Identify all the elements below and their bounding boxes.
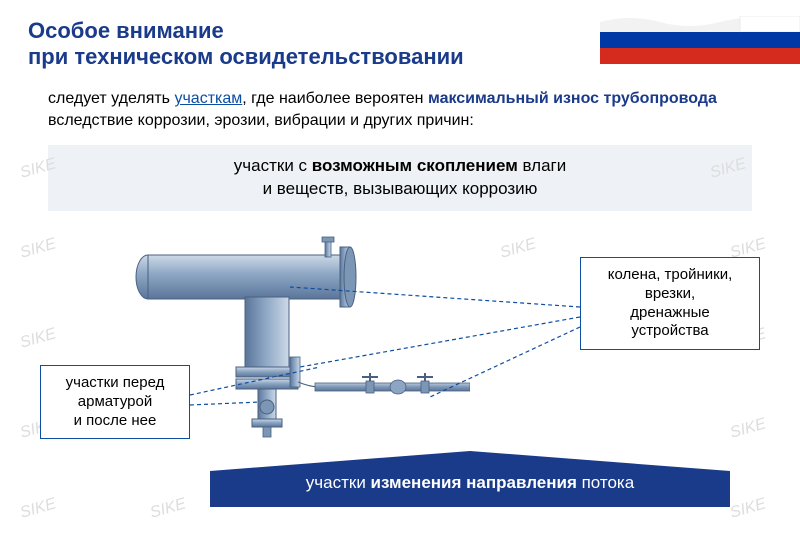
intro-suffix: вследствие коррозии, эрозии, вибрации и … (48, 112, 474, 129)
banner-top-bold: возможным скоплением (312, 156, 518, 175)
callout-right-line1: колена, тройники, (608, 266, 733, 283)
callout-right: колена, тройники, врезки, дренажные устр… (580, 257, 760, 350)
watermark: SIKE (148, 495, 188, 522)
banner-bottom-pre: участки (306, 473, 371, 492)
intro-mid: , где наиболее вероятен (242, 90, 428, 107)
callout-left-line2: арматурой (78, 393, 152, 410)
callout-left: участки перед арматурой и после нее (40, 365, 190, 439)
banner-bottom-post: потока (577, 473, 634, 492)
header: Особое внимание при техническом освидете… (0, 0, 800, 82)
intro-prefix: следует уделять (48, 90, 174, 107)
callout-right-line2: врезки, (645, 285, 695, 302)
banner-top-post1: влаги (518, 156, 566, 175)
title-line1: Особое внимание (28, 18, 224, 43)
callout-right-line4: устройства (631, 322, 708, 339)
intro-bold: максимальный износ трубопровода (428, 90, 717, 107)
diagram: участки перед арматурой и после нее коле… (0, 217, 800, 477)
callout-left-line3: и после нее (74, 412, 157, 429)
intro-text: следует уделять участкам, где наиболее в… (0, 82, 800, 141)
intro-link[interactable]: участкам (174, 90, 242, 107)
banner-bottom: участки изменения направления потока (210, 451, 730, 507)
banner-top-post2: и веществ, вызывающих коррозию (263, 179, 538, 198)
banner-bottom-bold: изменения направления (371, 473, 577, 492)
callout-right-line3: дренажные (630, 304, 710, 321)
flag-russia-icon (600, 16, 800, 64)
title-line2: при техническом освидетельствовании (28, 44, 464, 69)
watermark: SIKE (18, 495, 58, 522)
callout-left-line1: участки перед (66, 374, 165, 391)
watermark: SIKE (728, 495, 768, 522)
banner-top: участки с возможным скоплением влаги и в… (48, 145, 752, 211)
banner-top-pre: участки с (234, 156, 312, 175)
